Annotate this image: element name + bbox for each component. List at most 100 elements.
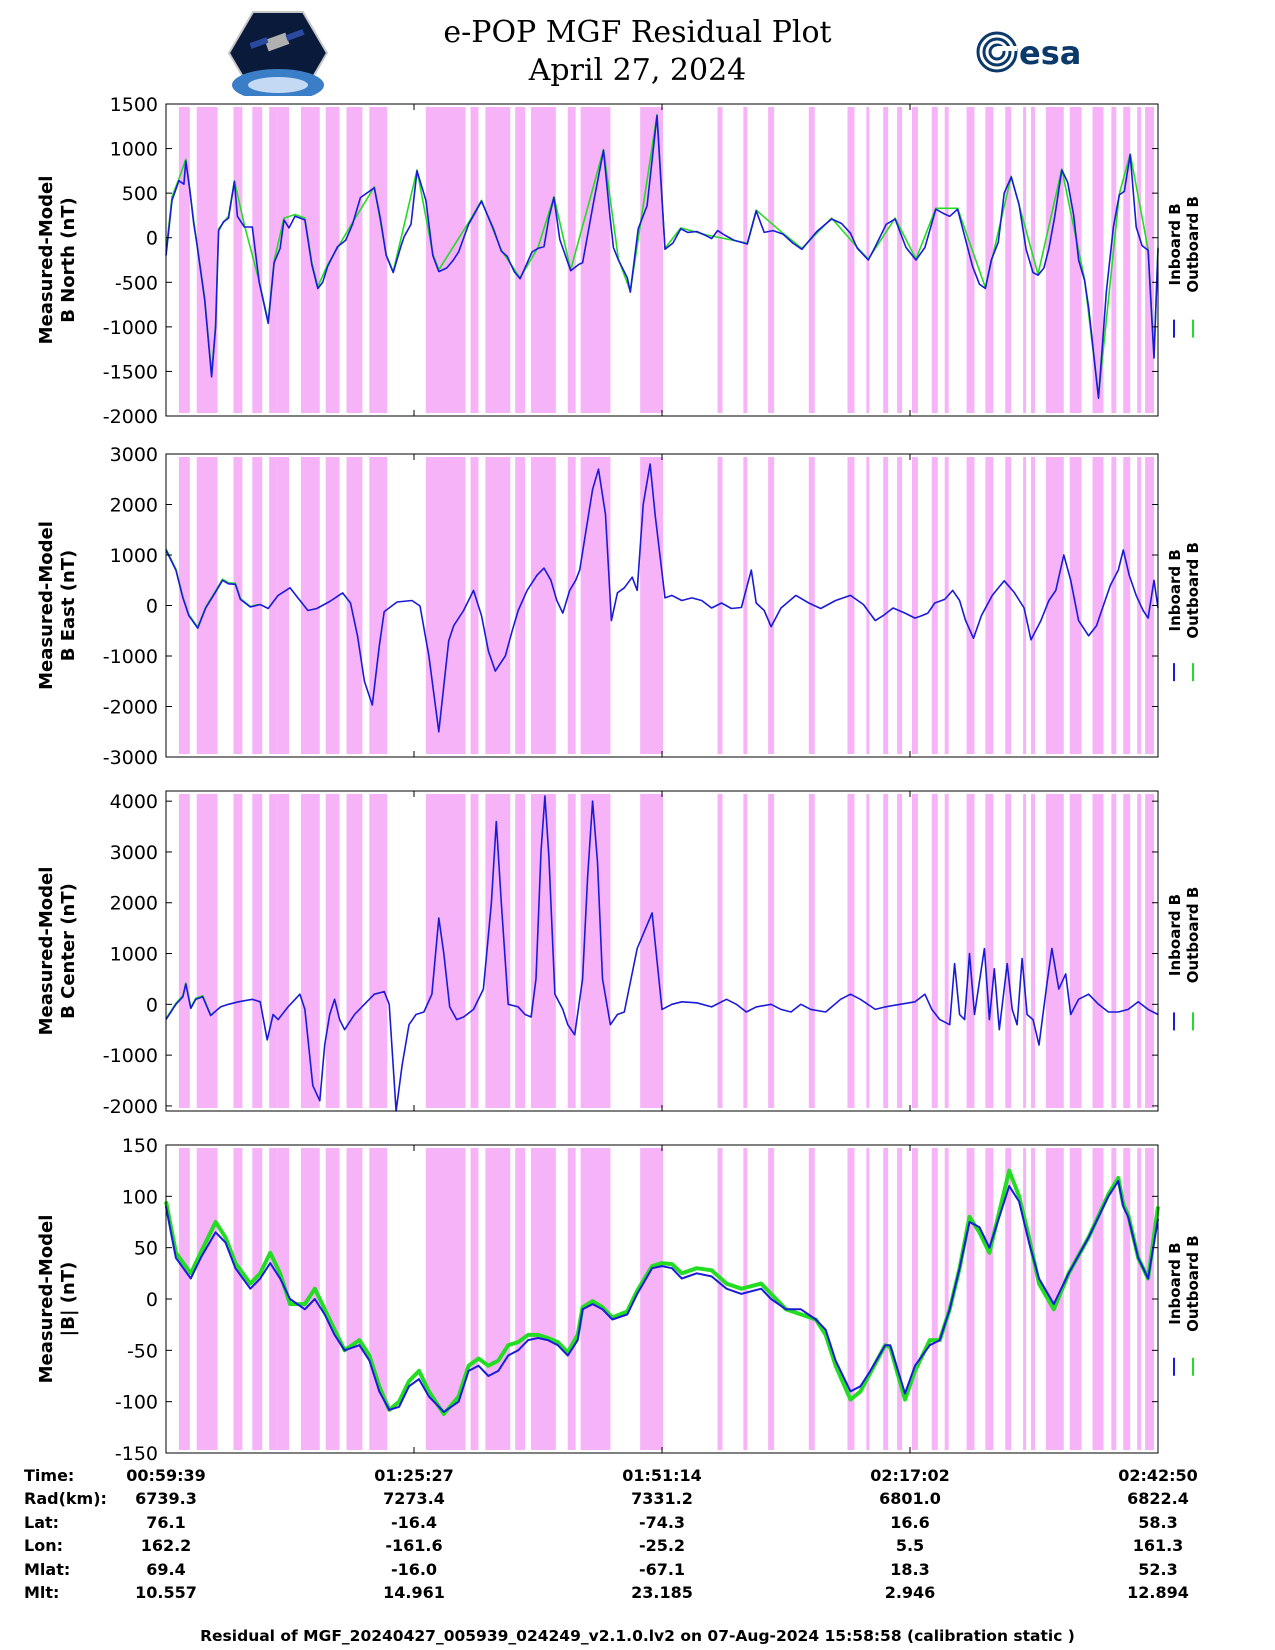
title-date: April 27, 2024 [528,53,747,88]
shaded-interval [531,457,556,754]
shaded-interval [717,457,723,754]
shaded-interval [847,1148,855,1450]
shaded-interval [1005,794,1012,1108]
y-axis-label: Measured-Model [36,521,57,690]
shaded-interval [1031,457,1035,754]
y-axis-label: Measured-Model [36,1215,57,1384]
series-inboard [165,795,1159,1112]
info-cell: 02:17:02 [870,1466,950,1485]
info-cell: 02:42:50 [1118,1466,1198,1485]
info-cell: 01:51:14 [622,1466,702,1485]
y-axis-label-units: |B| (nT) [58,1262,79,1337]
y-tick-label: 0 [146,228,158,250]
info-cell: 14.961 [383,1583,445,1602]
shaded-interval [847,457,855,754]
shaded-interval [847,794,855,1108]
shaded-interval [369,1148,388,1450]
shaded-interval [1023,1148,1027,1450]
shaded-interval [269,457,278,754]
y-tick-label: 1000 [110,545,158,567]
y-tick-label: 3000 [110,842,158,864]
shaded-interval [1111,457,1117,754]
y-tick-label: -1000 [103,646,158,668]
info-row-label: Rad(km): [24,1489,107,1509]
shaded-interval [985,107,994,413]
shaded-interval [1069,794,1082,1108]
info-row-label: Mlat: [24,1559,71,1579]
shaded-interval [743,107,748,413]
shaded-interval [346,457,363,754]
shaded-interval [1137,1148,1142,1450]
residual-figure: 150010005000-500-1000-1500-2000Measured-… [36,94,1202,1465]
shaded-interval [369,107,388,413]
shaded-interval [883,794,889,1108]
shaded-interval [1123,107,1131,413]
shaded-interval [277,794,290,1108]
y-tick-label: 1000 [110,139,158,161]
shaded-interval [531,107,556,413]
shaded-interval [717,794,723,1108]
shaded-interval [178,457,190,754]
info-cell: 6739.3 [135,1489,197,1509]
shaded-interval [580,1148,611,1450]
y-tick-label: -1000 [103,317,158,339]
y-axis-label-units: B North (nT) [58,197,79,323]
info-row-label: Lon: [24,1536,63,1556]
shaded-interval [1023,457,1027,754]
y-tick-label: 2000 [110,893,158,915]
shaded-interval [1045,794,1064,1108]
y-tick-label: 0 [146,1289,158,1311]
shaded-interval [966,794,975,1108]
y-tick-label: -1500 [103,361,158,383]
panel-4: 150 100 50 0 -50 -100 -150 Measured-Model |B| (n… [36,1135,1202,1465]
y-tick-label: 2000 [110,495,158,517]
info-cell: -161.6 [385,1536,443,1556]
shaded-interval [944,1148,949,1450]
info-cell: 7273.4 [383,1489,445,1509]
info-cell: 16.6 [890,1512,930,1532]
shaded-interval [931,794,938,1108]
info-cell: 00:59:39 [126,1466,206,1485]
shaded-interval [325,1148,340,1450]
y-tick-label: -2000 [103,1096,158,1118]
shaded-interval [252,1148,263,1450]
series-inboard [165,114,1159,399]
shaded-interval [1069,107,1082,413]
info-cell: 12.894 [1127,1583,1189,1602]
shaded-interval [944,457,949,754]
shaded-interval [252,794,263,1108]
shaded-interval [515,1148,526,1450]
shaded-interval [768,107,775,413]
shaded-interval [717,1148,723,1450]
shaded-interval [300,457,320,754]
shaded-interval [1092,107,1104,413]
y-tick-label: -2000 [103,406,158,428]
shaded-interval [883,1148,889,1450]
shaded-interval [178,107,190,413]
y-tick-label: -50 [127,1340,158,1362]
info-cell: 10.557 [135,1583,197,1602]
y-tick-label: 3000 [110,444,158,466]
shaded-interval [808,107,815,413]
y-tick-label: 1500 [110,94,158,116]
shaded-interval [567,107,576,413]
legend-inboard-label: Inboard B [1166,1242,1184,1324]
shaded-interval [470,1148,479,1450]
shaded-interval [966,457,975,754]
legend-outboard-label: Outboard B [1184,542,1202,639]
info-row-label: Lat: [24,1512,60,1532]
shaded-interval [233,794,243,1108]
shaded-interval [325,794,340,1108]
shaded-interval [470,457,479,754]
info-cell: 161.3 [1132,1536,1184,1556]
shaded-interval [178,1148,190,1450]
shaded-interval [1145,107,1155,413]
y-axis-label-units: B East (nT) [58,550,79,662]
shaded-interval [808,794,815,1108]
y-tick-label: 150 [122,1135,158,1157]
shaded-interval [866,457,870,754]
shaded-interval [808,457,815,754]
shaded-interval [485,1148,511,1450]
shaded-interval [515,107,526,413]
shaded-interval [743,457,748,754]
